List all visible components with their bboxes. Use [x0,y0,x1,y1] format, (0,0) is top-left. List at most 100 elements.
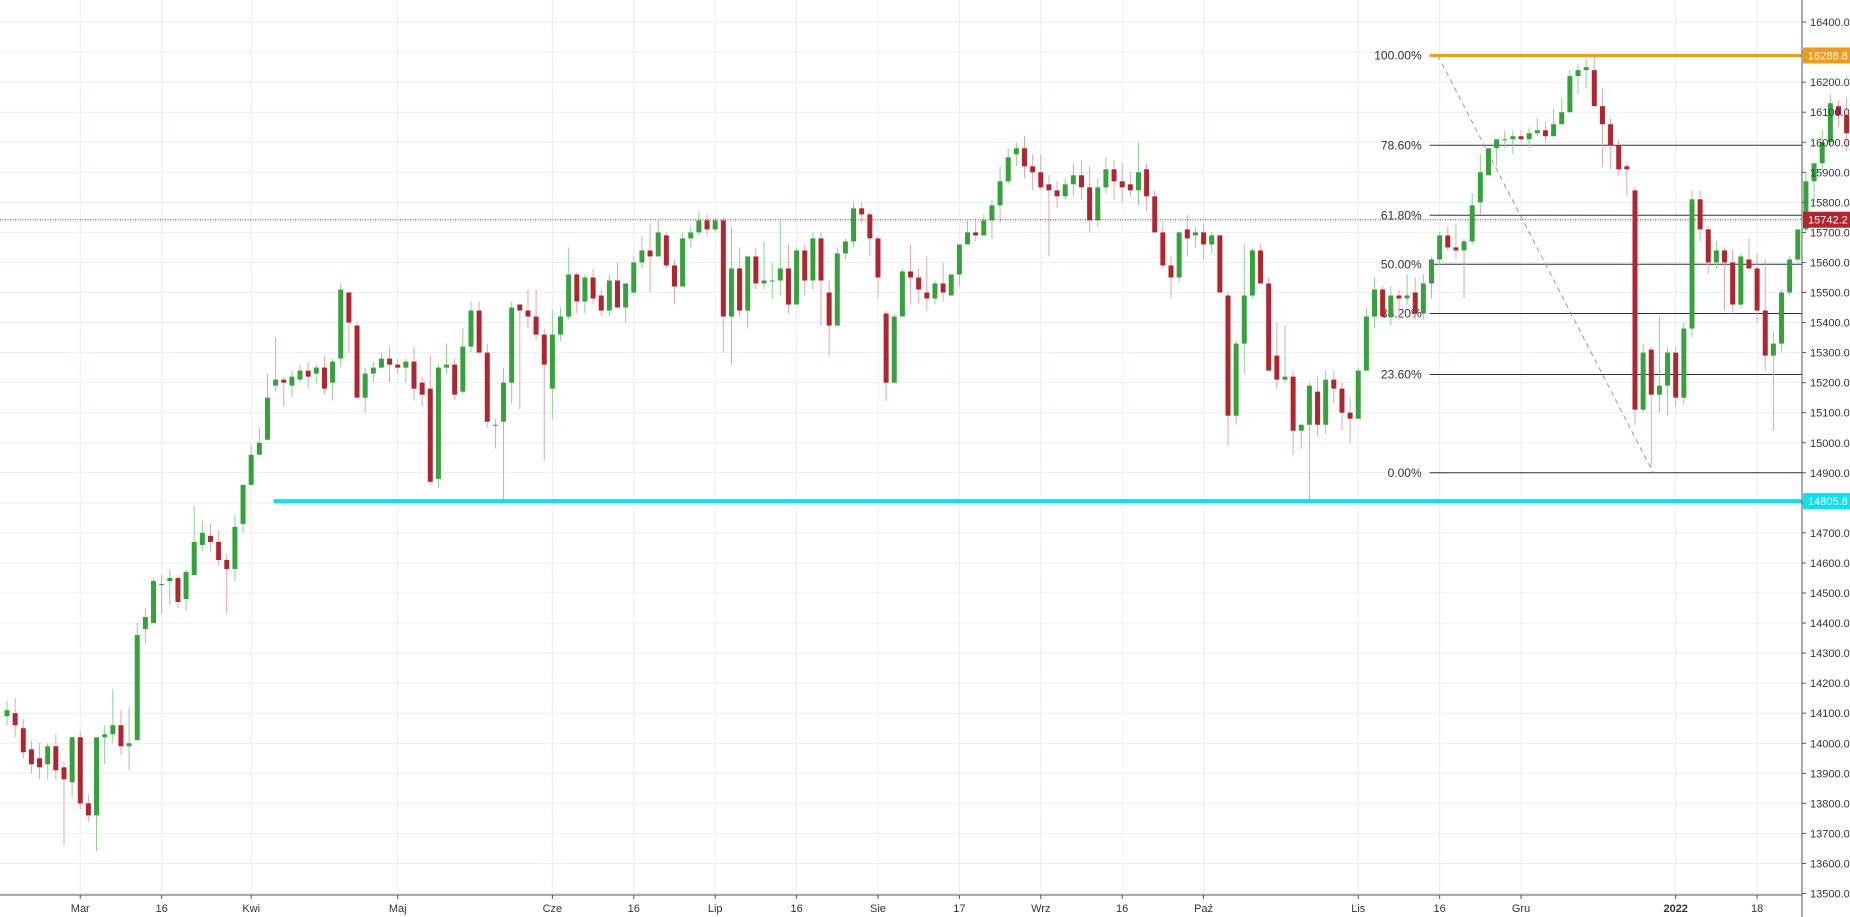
candle-bullish [1713,250,1719,263]
candle-bearish [883,313,889,383]
candle-bullish [712,220,718,230]
resistance-price-tag-bg [1803,47,1850,64]
candle-bullish [1656,385,1662,395]
candle-bearish [663,235,669,266]
candle-bullish [549,334,555,389]
candle-bearish [574,274,580,302]
candle-bearish [1030,166,1036,173]
fib-level-label: 61.80% [1381,208,1422,222]
candle-bullish [94,737,100,816]
candle-bullish [102,734,108,738]
candle-bullish [256,442,262,455]
candle-bearish [1258,250,1264,284]
candle-bullish [110,725,116,735]
y-tick-label: 14500.0 [1810,588,1850,600]
candle-bullish [1070,175,1076,185]
candle-bullish [492,424,498,426]
y-tick-label: 14300.0 [1810,648,1850,660]
candle-bearish [533,316,539,335]
candle-bullish [1738,256,1744,305]
candle-bullish [330,361,336,383]
candle-bullish [1469,205,1475,242]
candle-bearish [118,725,124,747]
candle-bullish [460,346,466,392]
candle-bearish [1087,187,1093,221]
candle-bullish [834,253,840,326]
candle-bullish [1534,130,1540,134]
candle-bullish [1404,295,1410,299]
candle-bullish [1787,259,1793,293]
candle-bullish [794,250,800,305]
candle-bullish [1176,232,1182,278]
candle-bullish [159,583,165,585]
candle-bullish [1192,232,1198,236]
x-tick-label: Paź [1194,903,1213,915]
candle-bullish [1819,142,1825,164]
candle-bullish [403,361,409,368]
candle-bearish [1632,190,1638,410]
y-tick-label: 15100.0 [1810,408,1850,420]
price-axis[interactable]: 13500.0 13600.0 13700.0 13800.0 13900.0 14000… [1801,0,1850,917]
candle-bullish [1095,187,1101,221]
fibonacci-retracement[interactable]: 100.00%78.60%61.80%50.00%38.20%23.60%0.0… [1374,48,1802,480]
candle-bearish [590,277,596,299]
candle-bullish [183,571,189,600]
candle-bearish [1046,184,1052,191]
candle-bullish [1494,139,1500,149]
candle-bearish [1542,130,1548,137]
candle-bullish [932,283,938,299]
resistance-price-tag: 16288.8 [1808,50,1848,62]
y-tick-label: 15200.0 [1810,378,1850,390]
y-tick-label: 16000.0 [1810,137,1850,149]
horizontal-levels[interactable] [0,53,1802,504]
support-price-tag-bg [1803,493,1850,510]
y-tick-label: 15500.0 [1810,288,1850,300]
candle-bearish [859,208,865,215]
candle-bullish [981,220,987,236]
candle-bullish [273,379,279,386]
candle-bearish [452,364,458,395]
x-tick-label: 16 [790,903,802,915]
candle-bearish [1445,235,1451,248]
y-tick-label: 15600.0 [1810,257,1850,269]
candle-bearish [753,256,759,284]
candle-bearish [224,559,230,569]
candle-bullish [45,746,51,765]
candle-bearish [1746,259,1752,269]
candle-bullish [1013,148,1019,155]
candle-bullish [1575,70,1581,77]
y-tick-label: 14900.0 [1810,468,1850,480]
candle-bearish [175,577,181,603]
y-tick-label: 13600.0 [1810,858,1850,870]
candle-bullish [1640,352,1646,410]
candle-bullish [745,256,751,311]
candle-bullish [1502,139,1508,141]
candle-bullish [444,364,450,368]
candle-bullish [623,283,629,308]
candle-bullish [1567,76,1573,113]
candle-bearish [1022,148,1027,167]
candle-bullish [1355,370,1361,419]
candle-bearish [1762,310,1768,356]
fib-level-label: 78.60% [1381,138,1422,152]
y-tick-label: 15000.0 [1810,438,1850,450]
last-price-tag: 15742.2 [1808,215,1848,227]
candle-bearish [77,737,83,804]
candle-bearish [395,364,401,368]
candle-bearish [615,280,620,308]
candle-bullish [1665,352,1671,386]
candle-bullish [956,244,962,275]
candle-bearish [354,325,360,398]
candle-bearish [37,758,43,768]
candle-bullish [558,316,564,335]
y-tick-label: 13800.0 [1810,798,1850,810]
fib-level-label: 0.00% [1388,466,1422,480]
candle-bearish [1331,379,1337,389]
candle-bullish [4,710,10,717]
candle-bullish [1420,283,1426,314]
x-tick-label: Mar [71,903,90,915]
time-axis[interactable]: Mar 16 Kwi Maj Cze 16 Lip 16 Sie 17 Wrz 16 Paź Lis 16 G… [0,894,1802,915]
candle-bearish [216,541,222,560]
x-tick-label: Wrz [1031,903,1050,915]
